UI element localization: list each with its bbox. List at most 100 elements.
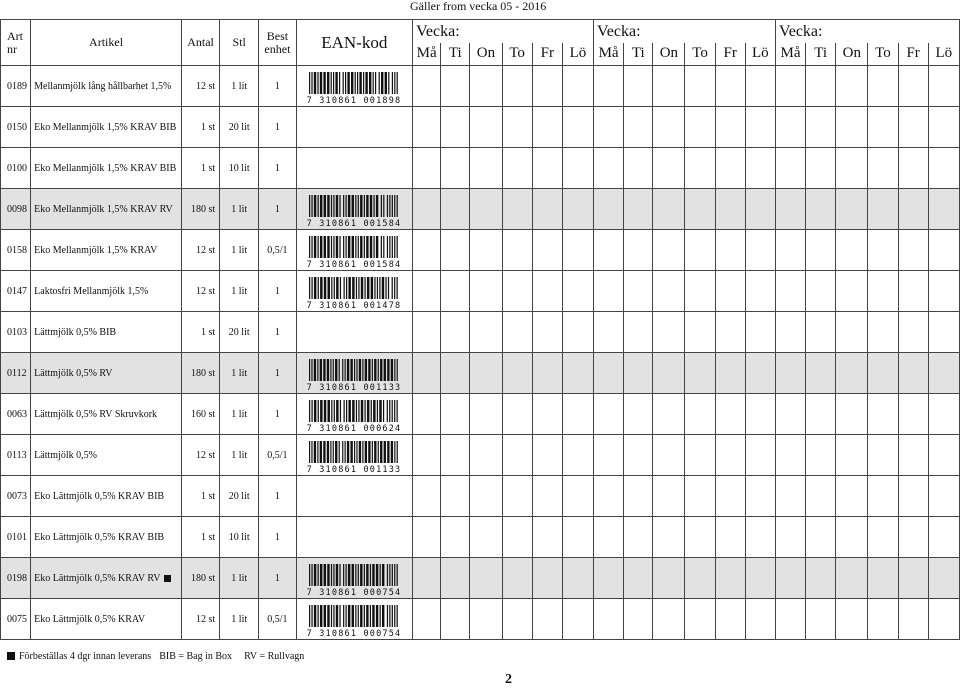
- order-entry-cell[interactable]: [744, 147, 776, 189]
- order-entry-cell[interactable]: [469, 352, 503, 394]
- order-entry-cell[interactable]: [561, 557, 595, 599]
- order-entry-cell[interactable]: [744, 475, 776, 517]
- order-entry-cell[interactable]: [867, 311, 899, 353]
- order-entry-cell[interactable]: [744, 516, 776, 558]
- order-entry-cell[interactable]: [805, 598, 837, 640]
- order-entry-cell[interactable]: [684, 393, 716, 435]
- order-entry-cell[interactable]: [593, 434, 625, 476]
- order-entry-cell[interactable]: [561, 106, 595, 148]
- order-entry-cell[interactable]: [652, 557, 686, 599]
- order-entry-cell[interactable]: [440, 311, 471, 353]
- order-entry-cell[interactable]: [867, 475, 899, 517]
- order-entry-cell[interactable]: [501, 147, 533, 189]
- order-entry-cell[interactable]: [531, 557, 563, 599]
- order-entry-cell[interactable]: [531, 229, 563, 271]
- order-entry-cell[interactable]: [867, 229, 899, 271]
- order-entry-cell[interactable]: [805, 65, 837, 107]
- order-entry-cell[interactable]: [593, 188, 625, 230]
- order-entry-cell[interactable]: [412, 516, 442, 558]
- order-entry-cell[interactable]: [501, 229, 533, 271]
- order-entry-cell[interactable]: [774, 434, 807, 476]
- order-entry-cell[interactable]: [835, 229, 869, 271]
- order-entry-cell[interactable]: [805, 270, 837, 312]
- order-entry-cell[interactable]: [744, 598, 776, 640]
- order-entry-cell[interactable]: [440, 393, 471, 435]
- order-entry-cell[interactable]: [805, 475, 837, 517]
- order-entry-cell[interactable]: [412, 311, 442, 353]
- order-entry-cell[interactable]: [623, 557, 654, 599]
- order-entry-cell[interactable]: [440, 434, 471, 476]
- order-entry-cell[interactable]: [867, 270, 899, 312]
- order-entry-cell[interactable]: [412, 393, 442, 435]
- order-entry-cell[interactable]: [593, 65, 625, 107]
- order-entry-cell[interactable]: [652, 147, 686, 189]
- order-entry-cell[interactable]: [805, 311, 837, 353]
- order-entry-cell[interactable]: [897, 434, 929, 476]
- order-entry-cell[interactable]: [927, 557, 960, 599]
- order-entry-cell[interactable]: [501, 188, 533, 230]
- order-entry-cell[interactable]: [927, 106, 960, 148]
- order-entry-cell[interactable]: [593, 393, 625, 435]
- order-entry-cell[interactable]: [835, 188, 869, 230]
- order-entry-cell[interactable]: [501, 311, 533, 353]
- order-entry-cell[interactable]: [867, 393, 899, 435]
- order-entry-cell[interactable]: [652, 229, 686, 271]
- order-entry-cell[interactable]: [774, 393, 807, 435]
- order-entry-cell[interactable]: [714, 311, 746, 353]
- order-entry-cell[interactable]: [714, 229, 746, 271]
- order-entry-cell[interactable]: [561, 188, 595, 230]
- order-entry-cell[interactable]: [469, 475, 503, 517]
- order-entry-cell[interactable]: [440, 516, 471, 558]
- order-entry-cell[interactable]: [774, 598, 807, 640]
- order-entry-cell[interactable]: [623, 106, 654, 148]
- order-entry-cell[interactable]: [714, 434, 746, 476]
- order-entry-cell[interactable]: [623, 311, 654, 353]
- order-entry-cell[interactable]: [714, 352, 746, 394]
- order-entry-cell[interactable]: [623, 270, 654, 312]
- order-entry-cell[interactable]: [714, 106, 746, 148]
- order-entry-cell[interactable]: [897, 516, 929, 558]
- order-entry-cell[interactable]: [805, 106, 837, 148]
- order-entry-cell[interactable]: [561, 434, 595, 476]
- order-entry-cell[interactable]: [623, 475, 654, 517]
- order-entry-cell[interactable]: [927, 475, 960, 517]
- order-entry-cell[interactable]: [561, 352, 595, 394]
- order-entry-cell[interactable]: [835, 434, 869, 476]
- order-entry-cell[interactable]: [501, 352, 533, 394]
- order-entry-cell[interactable]: [774, 270, 807, 312]
- order-entry-cell[interactable]: [897, 557, 929, 599]
- order-entry-cell[interactable]: [835, 65, 869, 107]
- order-entry-cell[interactable]: [805, 352, 837, 394]
- order-entry-cell[interactable]: [561, 516, 595, 558]
- order-entry-cell[interactable]: [927, 598, 960, 640]
- order-entry-cell[interactable]: [835, 311, 869, 353]
- order-entry-cell[interactable]: [440, 229, 471, 271]
- order-entry-cell[interactable]: [867, 557, 899, 599]
- order-entry-cell[interactable]: [714, 475, 746, 517]
- order-entry-cell[interactable]: [561, 311, 595, 353]
- order-entry-cell[interactable]: [501, 475, 533, 517]
- order-entry-cell[interactable]: [927, 188, 960, 230]
- order-entry-cell[interactable]: [744, 270, 776, 312]
- order-entry-cell[interactable]: [412, 352, 442, 394]
- order-entry-cell[interactable]: [744, 352, 776, 394]
- order-entry-cell[interactable]: [927, 393, 960, 435]
- order-entry-cell[interactable]: [684, 270, 716, 312]
- order-entry-cell[interactable]: [469, 598, 503, 640]
- order-entry-cell[interactable]: [867, 65, 899, 107]
- order-entry-cell[interactable]: [469, 311, 503, 353]
- order-entry-cell[interactable]: [714, 516, 746, 558]
- order-entry-cell[interactable]: [684, 229, 716, 271]
- order-entry-cell[interactable]: [652, 188, 686, 230]
- order-entry-cell[interactable]: [774, 229, 807, 271]
- order-entry-cell[interactable]: [593, 516, 625, 558]
- order-entry-cell[interactable]: [623, 516, 654, 558]
- order-entry-cell[interactable]: [835, 147, 869, 189]
- order-entry-cell[interactable]: [805, 147, 837, 189]
- order-entry-cell[interactable]: [805, 557, 837, 599]
- order-entry-cell[interactable]: [897, 598, 929, 640]
- order-entry-cell[interactable]: [774, 311, 807, 353]
- order-entry-cell[interactable]: [652, 475, 686, 517]
- order-entry-cell[interactable]: [927, 434, 960, 476]
- order-entry-cell[interactable]: [684, 434, 716, 476]
